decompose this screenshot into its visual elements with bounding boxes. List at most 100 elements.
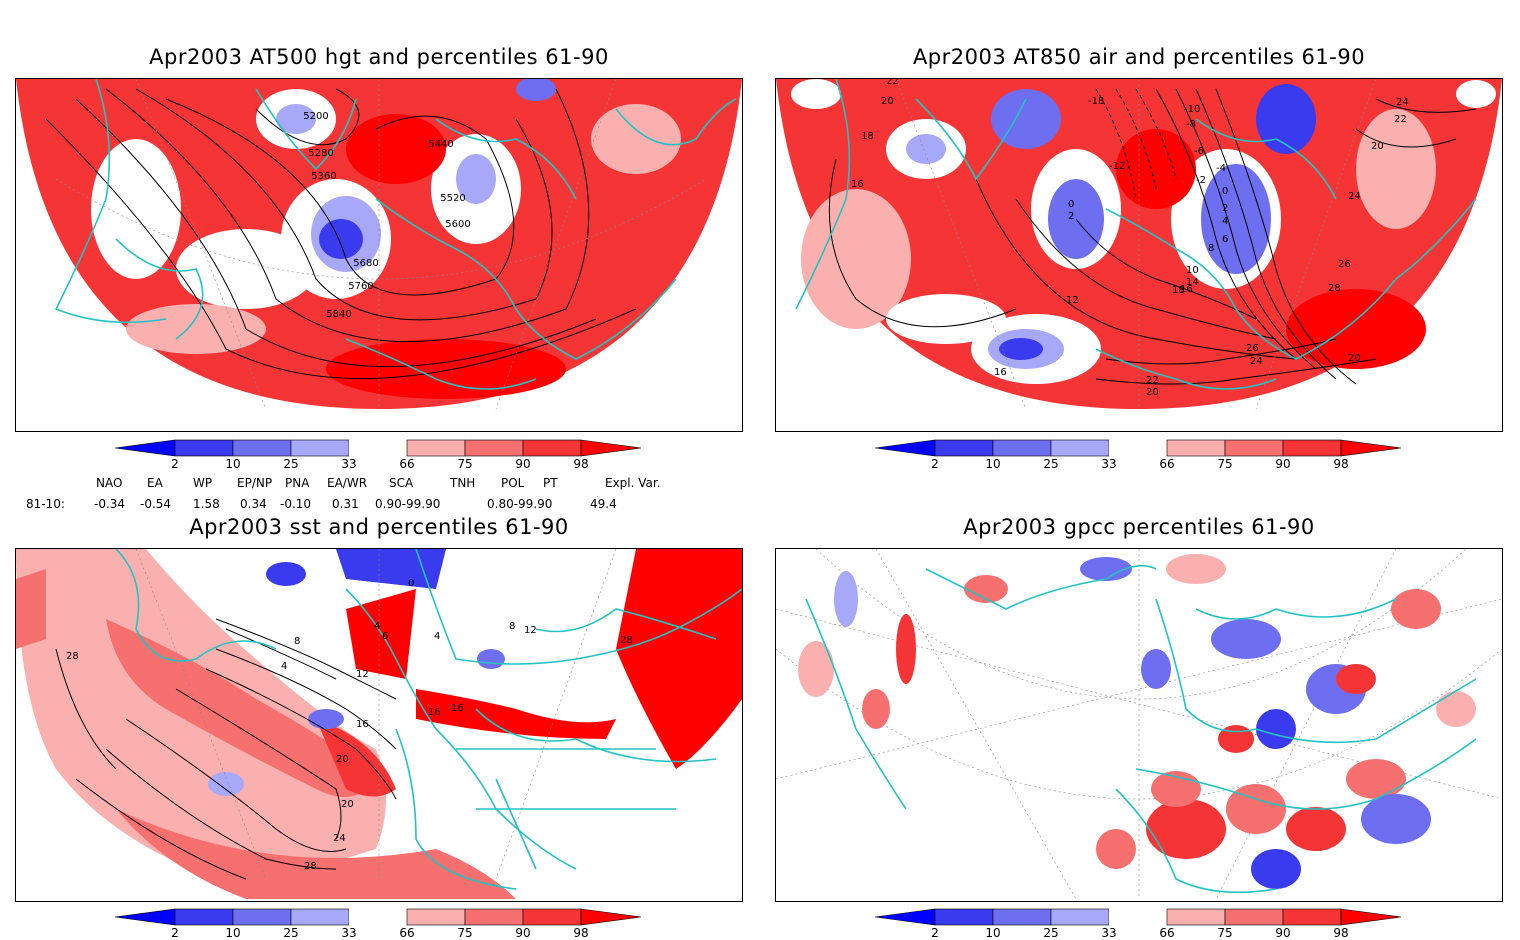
colorbar-swatch <box>232 908 292 926</box>
colorbar-swatch <box>1340 439 1402 457</box>
contour-label: 16 <box>356 719 369 730</box>
contour-label: 5360 <box>311 171 336 182</box>
coastlines <box>805 564 1477 894</box>
colorbar-label: 66 <box>399 926 414 939</box>
contour-label: 18 <box>1172 285 1185 296</box>
colorbar-label: 66 <box>1159 926 1174 939</box>
contour-label: 4 <box>434 631 440 642</box>
colorbar-label: 10 <box>985 457 1000 470</box>
contour-label: 22 <box>1394 114 1407 125</box>
colorbar-bottom-right: 2 10 25 33 66 75 90 98 <box>875 908 1402 939</box>
contour-label: -12 <box>1109 161 1125 172</box>
index-header: EA/WR <box>327 476 368 490</box>
contour-label: 4 <box>281 661 287 672</box>
colorbar-label: 10 <box>985 926 1000 939</box>
height-contours <box>45 88 637 380</box>
index-header: Expl. Var. <box>605 476 661 490</box>
colorbar-swatch <box>349 909 407 925</box>
negative-contours <box>1095 88 1177 200</box>
contour-label: -4 <box>1216 163 1226 174</box>
index-header: WP <box>193 476 213 490</box>
contour-label: 22 <box>886 79 899 87</box>
contour-label: 16 <box>851 179 864 190</box>
colorbar-label: 2 <box>931 457 939 470</box>
contour-label: 5520 <box>440 193 465 204</box>
contour-label: 24 <box>1348 191 1361 202</box>
contour-label: 12 <box>356 669 369 680</box>
colorbar-label: 75 <box>457 457 472 470</box>
colorbar-label: 2 <box>171 926 179 939</box>
contour-label: 16 <box>451 703 464 714</box>
panel-title-air850: Apr2003 AT850 air and percentiles 61-90 <box>912 45 1366 69</box>
coastlines <box>54 79 737 390</box>
index-value: 0.80-99.90 <box>487 497 553 511</box>
colorbar-label: 25 <box>283 457 298 470</box>
contour-label: 28 <box>66 651 79 662</box>
map-panel-air850: 22 20 18 16 12 16 -18 -10 -8 -12 -6 -4 -… <box>775 78 1503 432</box>
colorbar-swatch <box>522 439 582 457</box>
colorbar-label: 75 <box>1217 457 1232 470</box>
colorbar-label: 33 <box>1101 457 1116 470</box>
colorbar-swatch <box>464 908 524 926</box>
index-header: EA <box>147 476 163 490</box>
sst-contours <box>55 618 397 880</box>
colorbar-swatch <box>290 908 350 926</box>
colorbar-swatch <box>1282 439 1342 457</box>
contour-label: 12 <box>524 625 537 636</box>
index-value: -0.10 <box>280 497 312 511</box>
contour-label: 5200 <box>303 111 328 122</box>
contour-label: 24 <box>333 833 346 844</box>
colorbar-label: 98 <box>1333 457 1348 470</box>
index-header: EP/NP <box>237 476 273 490</box>
contour-label: 16 <box>1180 284 1193 295</box>
colorbar-swatch <box>1109 440 1167 456</box>
map-panel-sst: 28 0 4 6 8 4 12 16 16 16 20 20 24 28 4 8… <box>15 548 743 902</box>
colorbar-swatch <box>232 439 292 457</box>
colorbar-label: 75 <box>457 926 472 939</box>
colorbar-swatch <box>464 439 524 457</box>
map-panel-hgt500: 5200 5280 5360 5440 5520 5600 5680 5760 … <box>15 78 743 432</box>
index-header: NAO <box>96 476 123 490</box>
contour-label: 8 <box>1208 243 1214 254</box>
contour-label: 4 <box>374 621 380 632</box>
contour-label: -6 <box>1194 146 1204 157</box>
contour-label: 20 <box>1371 141 1384 152</box>
contour-label: 20 <box>881 96 894 107</box>
colorbar-bottom-left: 2 10 25 33 66 75 90 98 <box>115 908 642 939</box>
contour-label: 5440 <box>428 139 453 150</box>
grid-lines <box>895 79 1377 410</box>
index-row-label: 81-10: <box>26 497 65 511</box>
contour-label: 8 <box>509 621 515 632</box>
contour-label: 0 <box>408 578 414 589</box>
colorbar-label: 90 <box>1275 926 1290 939</box>
contour-label: 24 <box>1250 356 1263 367</box>
panel-title-hgt500: Apr2003 AT500 hgt and percentiles 61-90 <box>149 45 609 69</box>
contour-label: 16 <box>994 367 1007 378</box>
colorbar-swatch <box>875 439 936 457</box>
panel-title-gpcc: Apr2003 gpcc percentiles 61-90 <box>963 515 1315 539</box>
contour-labels: 22 20 18 16 12 16 -18 -10 -8 -12 -6 -4 -… <box>851 79 1409 398</box>
colorbar-label: 33 <box>341 926 356 939</box>
colorbar-label: 90 <box>1275 457 1290 470</box>
contour-labels: 28 0 4 6 8 4 12 16 16 16 20 20 24 28 4 8… <box>66 578 633 872</box>
colorbar-label: 25 <box>1043 457 1058 470</box>
contour-label: -2 <box>1196 175 1206 186</box>
contour-label: 5600 <box>445 219 470 230</box>
index-value: 49.4 <box>590 497 617 511</box>
percentile-shading <box>91 79 681 399</box>
index-header: PNA <box>285 476 310 490</box>
colorbar-swatch <box>1224 439 1284 457</box>
colorbar-label: 10 <box>225 457 240 470</box>
colorbar-swatch <box>290 439 350 457</box>
contour-label: 10 <box>1186 265 1199 276</box>
colorbar-swatch <box>1282 908 1342 926</box>
coastlines <box>115 549 742 890</box>
contour-label: 4 <box>1222 216 1228 227</box>
colorbar-swatch <box>992 908 1052 926</box>
grid-lines <box>55 79 707 410</box>
contour-label: 20 <box>336 754 349 765</box>
contour-label: 5840 <box>326 309 351 320</box>
colorbar-swatch <box>992 439 1052 457</box>
colorbar-swatch <box>406 439 466 457</box>
contour-label: 26 <box>1338 259 1351 270</box>
